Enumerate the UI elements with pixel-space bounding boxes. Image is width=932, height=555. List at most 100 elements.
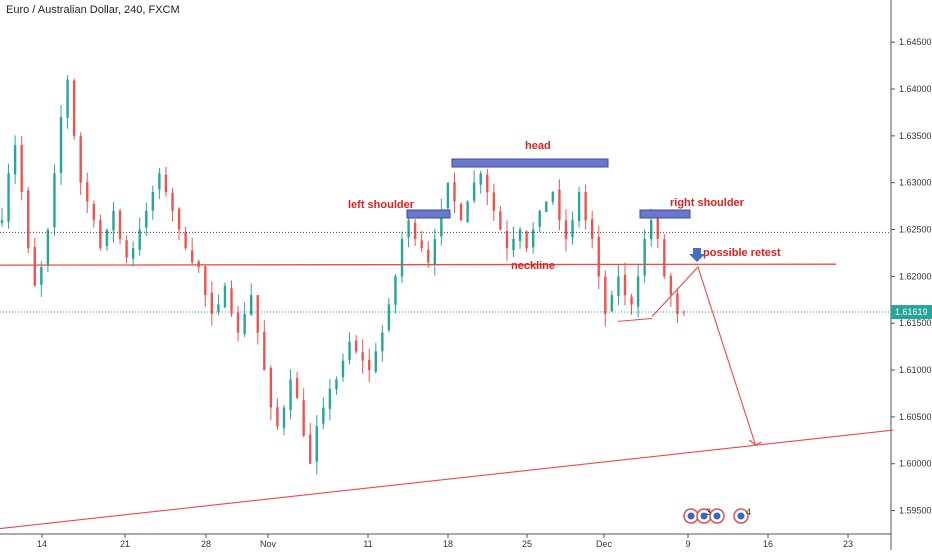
- candle-body: [643, 238, 646, 276]
- event-badge-icon[interactable]: [683, 508, 699, 524]
- candle-body: [433, 238, 437, 265]
- candle-body: [40, 267, 43, 285]
- candle-body: [590, 219, 594, 239]
- candle-body: [190, 250, 194, 263]
- candle-body: [669, 275, 673, 296]
- event-badge-icon[interactable]: [733, 508, 749, 524]
- candle-body: [636, 276, 640, 307]
- candle-body: [564, 220, 568, 239]
- event-badge-icon[interactable]: [709, 508, 725, 524]
- candle-body: [256, 295, 259, 333]
- candle-body: [348, 341, 351, 361]
- x-tick-label: 21: [120, 539, 130, 549]
- candle-body: [7, 173, 10, 222]
- candle-body: [249, 295, 253, 315]
- candle-body: [33, 247, 36, 286]
- candle-body: [112, 210, 115, 231]
- candle-body: [118, 210, 122, 239]
- last-price-badge: [891, 305, 932, 320]
- candle-body: [466, 201, 469, 223]
- event-badge-icon-dot: [737, 512, 745, 520]
- candle-body: [236, 312, 240, 333]
- candle-body: [72, 80, 76, 136]
- candle-body: [459, 204, 463, 221]
- x-tick-label: 11: [363, 539, 372, 549]
- candle-body: [538, 210, 541, 227]
- candle-body: [66, 79, 69, 118]
- candle-body: [453, 182, 456, 202]
- candle-body: [269, 367, 273, 408]
- candle-body: [0, 220, 4, 223]
- y-tick-label: 1.61000: [899, 365, 932, 375]
- candle-body: [354, 340, 358, 352]
- head-label: head: [525, 140, 551, 152]
- candle-body: [53, 173, 56, 228]
- candle-body: [315, 426, 318, 462]
- candle-body: [125, 240, 128, 258]
- candle-body: [223, 285, 227, 308]
- candle-body: [551, 192, 555, 202]
- candle-body: [145, 210, 148, 228]
- left-shoulder-box: [406, 209, 451, 219]
- candle-body: [387, 304, 391, 331]
- candle-body: [610, 295, 614, 312]
- candle-body: [492, 192, 496, 211]
- y-tick-label: 1.60500: [899, 412, 932, 422]
- retest-down-arrow-icon: [689, 248, 705, 262]
- candle-body: [210, 292, 214, 314]
- candle-body: [217, 304, 220, 312]
- candle-body: [558, 189, 561, 221]
- candle-body: [13, 145, 17, 175]
- y-tick-label: 1.62000: [899, 271, 932, 281]
- neckline-label: neckline: [511, 260, 555, 272]
- y-tick-label: 1.63000: [899, 178, 932, 188]
- candle-body: [663, 239, 666, 277]
- candle-body: [131, 248, 135, 259]
- event-badge-count: 3: [706, 507, 711, 517]
- candle-body: [204, 266, 207, 296]
- candle-body: [531, 229, 535, 248]
- candle-body: [518, 229, 522, 242]
- candle-body: [263, 331, 266, 371]
- y-tick-label: 1.60000: [899, 459, 932, 469]
- neckline-line: [0, 263, 837, 266]
- candle-body: [368, 359, 371, 371]
- candle-body: [427, 249, 430, 263]
- candle-body: [479, 173, 482, 185]
- candle-body: [617, 276, 620, 296]
- candle-body: [282, 407, 286, 428]
- candle-body: [295, 378, 299, 399]
- candle-body: [597, 236, 600, 277]
- candle-body: [309, 434, 312, 464]
- candle-body: [577, 192, 581, 222]
- y-tick-label: 1.63500: [899, 131, 932, 141]
- candle-body: [302, 400, 305, 436]
- candle-body: [79, 136, 82, 183]
- candle-body: [138, 229, 141, 250]
- candle-body: [27, 190, 30, 249]
- head-box: [451, 158, 609, 168]
- candle-body: [505, 231, 509, 249]
- projection-path: [651, 265, 757, 446]
- projection-arrowhead: [749, 439, 762, 446]
- candle-body: [177, 208, 181, 230]
- candle-body: [20, 144, 23, 193]
- support-trendline: [0, 429, 894, 530]
- event-badge-icon-dot: [700, 512, 708, 520]
- chart-title: Euro / Australian Dollar, 240, FXCM: [6, 4, 180, 16]
- candle-body: [584, 192, 587, 221]
- candle-body: [440, 210, 443, 237]
- candle-body: [59, 117, 63, 173]
- y-tick-label: 1.61500: [899, 318, 932, 328]
- candle-body: [276, 407, 279, 427]
- event-badge-icon-dot: [713, 512, 721, 520]
- candle-body: [105, 229, 109, 246]
- candle-body: [420, 240, 423, 249]
- x-tick-label: 9: [685, 539, 690, 549]
- event-badge-icon[interactable]: [696, 508, 712, 524]
- candle-body: [322, 407, 325, 424]
- candle-body: [243, 313, 246, 335]
- candle-body: [446, 182, 450, 209]
